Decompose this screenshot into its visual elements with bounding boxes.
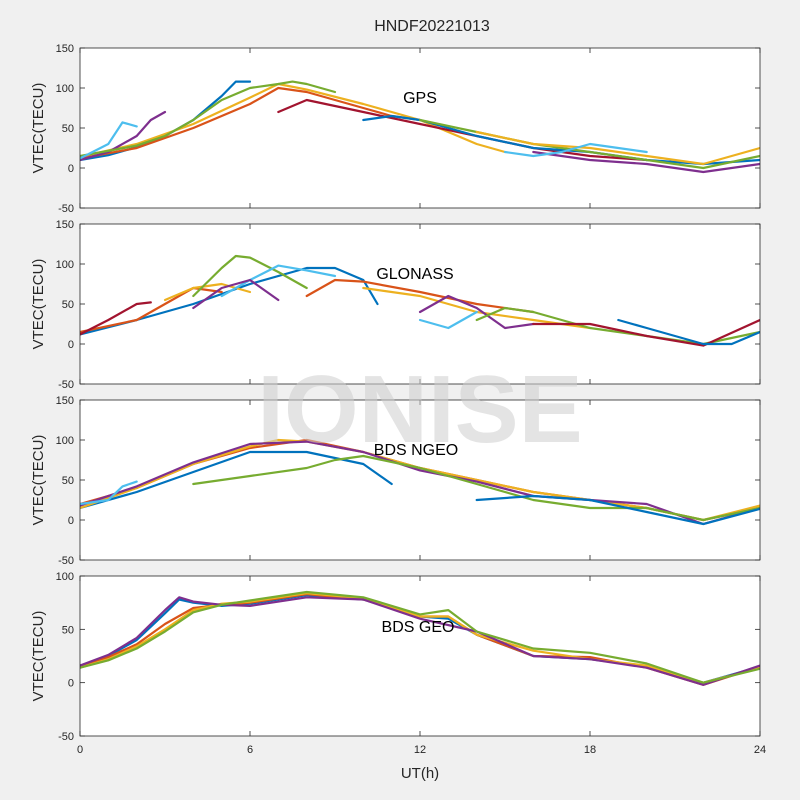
y-tick-label: -50: [58, 379, 74, 391]
y-tick-label: 50: [62, 624, 74, 636]
series-line-8: [362, 114, 760, 166]
series-line-6: [80, 480, 138, 506]
y-tick-label: 150: [56, 43, 74, 55]
y-tick-label: 150: [56, 395, 74, 407]
panel-annotation: BDS GEO: [382, 619, 455, 636]
series-line-8: [305, 278, 535, 314]
y-tick-label: -50: [58, 203, 74, 215]
series-line-1: [80, 266, 379, 336]
series-line-13: [617, 318, 760, 346]
panel-annotation: GPS: [403, 90, 437, 107]
series-line-12: [503, 142, 648, 158]
series-line-5: [192, 454, 760, 522]
series-group: [80, 80, 760, 174]
y-tick-label: 50: [62, 475, 74, 487]
series-line-6: [80, 301, 152, 336]
series-line-6: [80, 121, 138, 160]
series-line-2: [80, 286, 223, 334]
series-group: [80, 590, 760, 686]
series-line-3: [80, 438, 760, 522]
series-group: [80, 254, 760, 347]
y-tick-label: 100: [56, 571, 74, 583]
y-tick-label: 100: [56, 259, 74, 271]
series-line-11: [532, 150, 760, 174]
y-axis-label: VTEC(TECU): [30, 259, 47, 350]
y-tick-label: -50: [58, 555, 74, 567]
series-group: [80, 438, 760, 526]
x-tick-label: 6: [247, 744, 253, 756]
watermark: IONISE: [257, 356, 582, 463]
x-tick-label: 12: [414, 744, 426, 756]
series-line-4: [80, 110, 167, 162]
panel-annotation: GLONASS: [376, 266, 453, 283]
y-tick-label: 150: [56, 219, 74, 231]
series-line-10: [418, 294, 535, 330]
y-axis-label: VTEC(TECU): [30, 435, 47, 526]
y-axis-label: VTEC(TECU): [30, 83, 47, 174]
y-tick-label: 100: [56, 435, 74, 447]
subplot-3: -50 0 50 100 150 VTEC(TECU) BDS NGEO: [30, 395, 761, 567]
y-tick-label: 50: [62, 123, 74, 135]
x-tick-label: 24: [754, 744, 766, 756]
series-line-7: [475, 494, 760, 526]
series-line-7: [277, 98, 648, 162]
y-tick-label: 0: [68, 163, 74, 175]
y-tick-label: 100: [56, 83, 74, 95]
x-axis-label: UT(h): [401, 765, 439, 782]
plot-area: [80, 400, 760, 560]
series-line-1: [80, 450, 393, 510]
y-tick-label: 0: [68, 678, 74, 690]
y-tick-label: 50: [62, 299, 74, 311]
y-tick-label: 0: [68, 515, 74, 527]
series-line-5: [80, 590, 760, 684]
series-line-4: [80, 440, 760, 526]
series-line-4: [80, 596, 760, 686]
series-line-7: [192, 278, 280, 310]
y-tick-label: 0: [68, 339, 74, 351]
series-line-5: [220, 264, 337, 298]
y-axis-label: VTEC(TECU): [30, 611, 47, 702]
panel-annotation: BDS NGEO: [374, 442, 458, 459]
series-line-10: [475, 130, 760, 166]
series-line-12: [532, 318, 760, 347]
subplot-1: -50 0 50 100 150 VTEC(TECU) GPS: [30, 43, 761, 215]
subplot-2: -50 0 50 100 150 VTEC(TECU) GLONASS: [30, 219, 761, 391]
series-line-5: [80, 80, 337, 158]
x-tick-label: 0: [77, 744, 83, 756]
x-tick-label: 18: [584, 744, 596, 756]
y-tick-label: -50: [58, 731, 74, 743]
series-line-14: [418, 310, 478, 330]
figure-title: HNDF20221013: [374, 18, 490, 35]
series-line-4: [192, 254, 308, 298]
series-line-2: [80, 86, 422, 160]
